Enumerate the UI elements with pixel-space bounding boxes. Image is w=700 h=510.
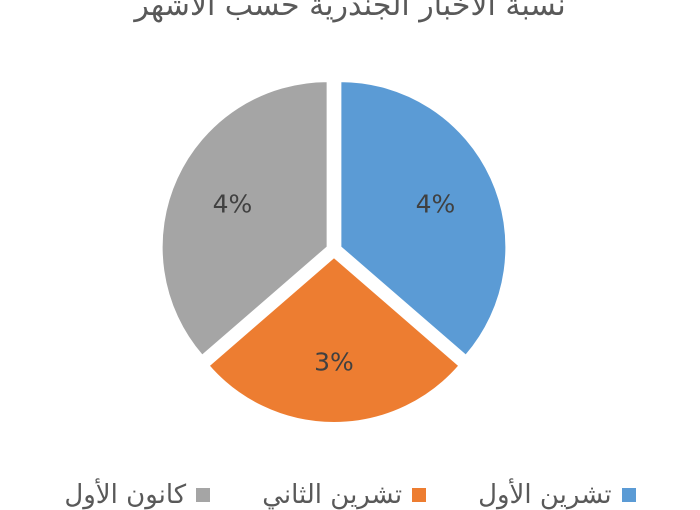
pie-slice-3 [160,80,329,358]
data-label-3: 4% [213,190,253,219]
legend-item-2: تشرين الثاني [262,480,427,510]
pie-chart: 4% 3% 4% [160,80,508,424]
pie-slice-1 [339,80,508,358]
legend-swatch-2 [412,488,427,502]
data-label-1: 4% [416,190,456,219]
legend-label-1: تشرين الأول [478,480,612,510]
pie-slice-2 [207,255,461,424]
legend-label-3: كانون الأول [64,480,187,510]
chart-title: نسبة الأخبار الجندرية حسب الأشهر [134,0,566,23]
data-label-2: 3% [314,348,354,377]
legend: تشرين الأول تشرين الثاني كانون الأول [0,482,700,508]
legend-item-1: تشرين الأول [478,482,636,508]
legend-swatch-1 [621,488,636,502]
legend-swatch-3 [196,488,211,502]
legend-item-3: كانون الأول [64,480,211,510]
legend-label-2: تشرين الثاني [262,480,403,510]
